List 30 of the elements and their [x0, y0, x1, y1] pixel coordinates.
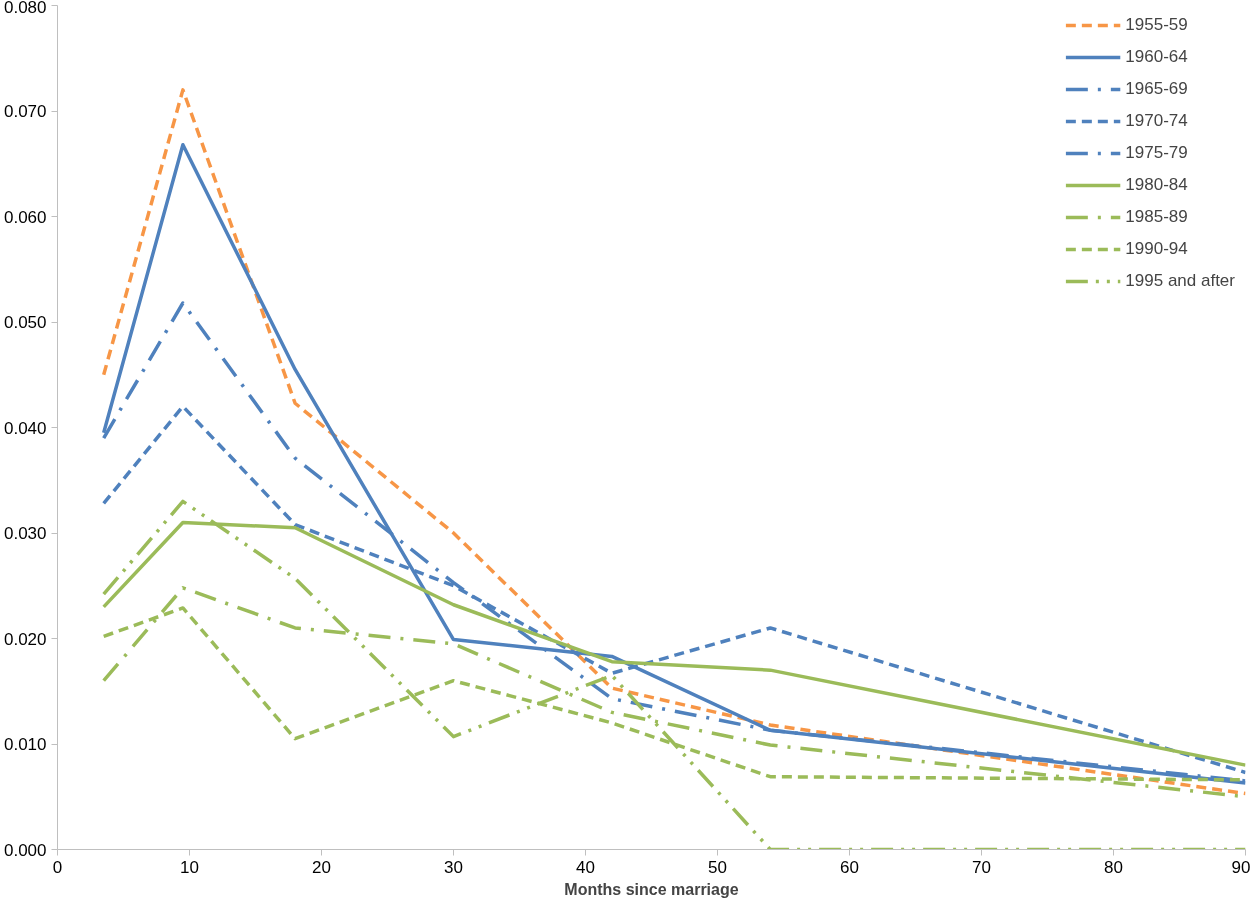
- y-tick-label: 0.060: [3, 207, 47, 227]
- y-tick-label: 0.030: [3, 524, 47, 543]
- x-tick-label: 60: [840, 857, 859, 877]
- y-tick-label: 0.000: [3, 840, 47, 860]
- y-tick-label: 0.080: [3, 0, 47, 17]
- line-series: [101, 499, 1246, 850]
- legend-label: 1975-79: [1125, 143, 1188, 163]
- x-tick-label: 0: [52, 857, 63, 877]
- y-tick-label: 0.020: [3, 629, 47, 649]
- legend-label: 1965-69: [1125, 79, 1188, 99]
- x-tick-label: 70: [972, 857, 991, 877]
- legend-label: 1960-64: [1125, 47, 1188, 67]
- y-tick-label: 0.040: [3, 418, 47, 438]
- y-tick-label: 0.050: [3, 313, 47, 332]
- legend-label: 1995 and after: [1125, 271, 1235, 291]
- legend-label: 1970-74: [1125, 111, 1188, 131]
- y-tick-label: 0.070: [3, 102, 47, 121]
- x-tick-label: 90: [1231, 857, 1251, 877]
- x-tick-label: 10: [180, 857, 199, 877]
- x-axis-title: Months since marriage: [564, 880, 739, 898]
- x-tick-label: 50: [708, 857, 727, 877]
- x-tick-label: 20: [312, 857, 331, 877]
- x-tick-label: 40: [576, 857, 595, 877]
- x-tick-label: 80: [1104, 857, 1123, 877]
- x-tick-label: 30: [444, 857, 463, 877]
- legend-label: 1955-59: [1125, 15, 1188, 35]
- legend-label: 1990-94: [1125, 239, 1188, 259]
- legend-label: 1985-89: [1125, 207, 1188, 227]
- y-tick-label: 0.010: [3, 735, 47, 754]
- legend-label: 1980-84: [1125, 175, 1188, 195]
